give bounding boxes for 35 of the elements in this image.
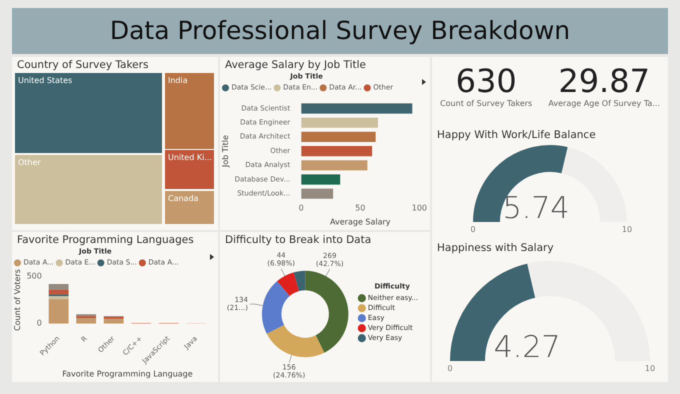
y-axis-title: Job Title <box>220 135 230 168</box>
bar <box>76 318 96 324</box>
x-axis-title: Favorite Programming Language <box>62 369 193 378</box>
text: 10 <box>622 225 632 234</box>
data-label: 4.27 <box>494 330 560 365</box>
x-tick-label: 50 <box>355 204 366 213</box>
bar <box>48 299 69 324</box>
data-label: 29.87 <box>557 62 651 100</box>
bar <box>48 284 69 290</box>
chart-title: Happy With Work/Life Balance <box>436 128 597 143</box>
category-label: United Ki... <box>165 150 214 190</box>
category-label: Average Age Of Survey Ta... <box>548 99 660 108</box>
text: 10 <box>644 364 656 374</box>
category-label: Canada <box>165 190 214 224</box>
data-label: 5.74 <box>502 191 570 226</box>
bar <box>104 318 124 324</box>
chart-title: Average Salary by Job Title <box>224 58 368 73</box>
chart-title: Difficulty to Break into Data <box>224 233 372 248</box>
category-label: Count of Survey Takers <box>440 99 532 108</box>
text: 0 <box>470 225 476 234</box>
text: Data Professional Survey Breakdown <box>12 8 668 54</box>
category-label: India <box>165 73 214 148</box>
x-tick-label: 100 <box>412 204 428 213</box>
x-tick-label: 0 <box>298 204 304 213</box>
bar <box>48 296 69 300</box>
chart-title: Happiness with Salary <box>436 241 555 256</box>
bar <box>48 290 69 294</box>
y-axis-title: Count of Voters <box>12 269 22 331</box>
text: Country of Survey Takers <box>16 58 150 73</box>
x-axis-title: Average Salary <box>330 217 391 226</box>
data-label: 630 <box>454 62 517 100</box>
chart-title: Favorite Programming Languages <box>16 233 195 248</box>
category-label: United States <box>15 73 162 154</box>
y-tick-label: 500 <box>26 271 42 280</box>
text: 0 <box>447 364 453 374</box>
